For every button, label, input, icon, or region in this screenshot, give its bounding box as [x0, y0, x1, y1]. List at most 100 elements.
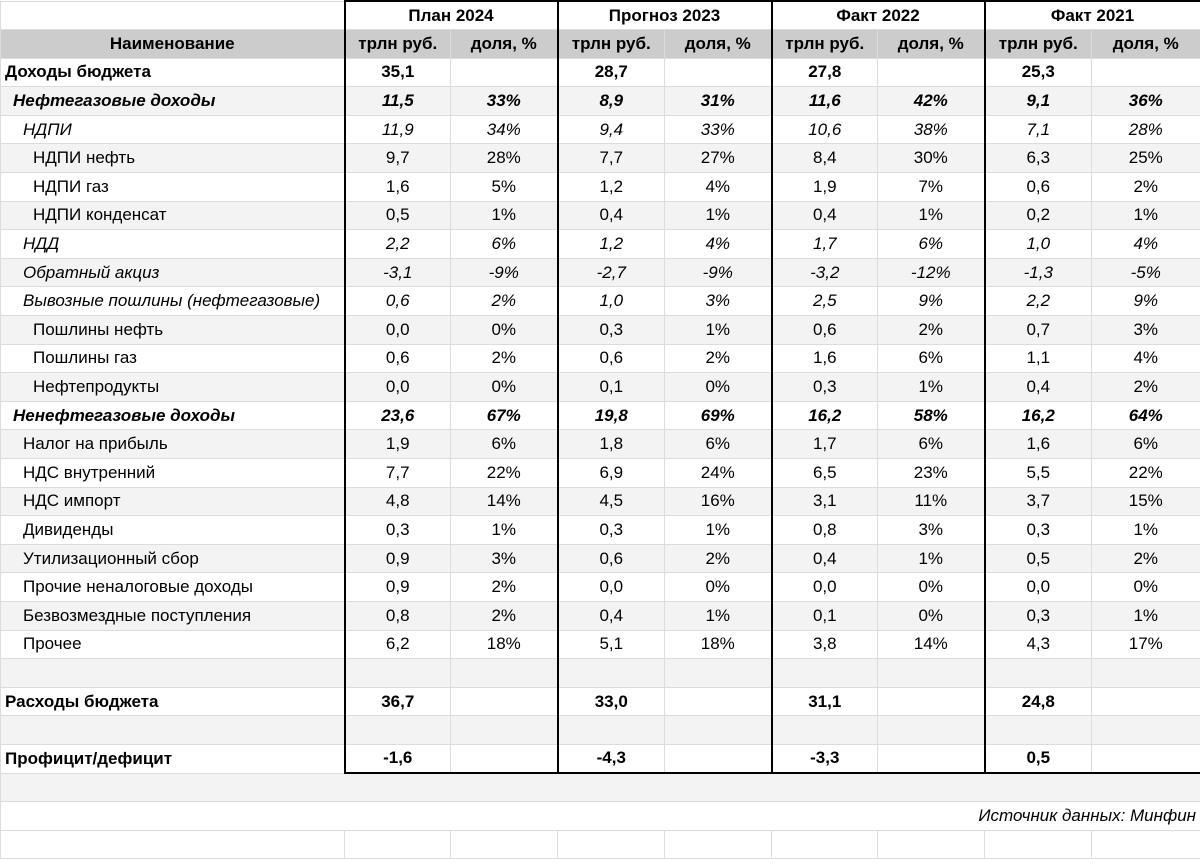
value-cell[interactable]: 4,5 — [556, 486, 666, 517]
value-cell[interactable]: 0,0 — [343, 372, 451, 402]
value-cell[interactable]: 9,4 — [556, 114, 666, 145]
share-cell[interactable]: 1% — [664, 515, 773, 545]
share-cell[interactable]: 64% — [1091, 400, 1200, 431]
value-cell[interactable]: 6,3 — [983, 143, 1093, 174]
value-cell[interactable]: 4,8 — [343, 486, 451, 517]
share-cell[interactable]: 0% — [1091, 572, 1200, 602]
value-cell[interactable]: 0,0 — [343, 315, 451, 345]
share-cell[interactable]: 2% — [449, 286, 559, 317]
period-header[interactable]: Факт 2021 — [983, 0, 1200, 31]
share-cell[interactable]: 1% — [877, 200, 986, 231]
value-cell[interactable]: 8,9 — [556, 86, 666, 116]
source-note[interactable]: Источник данных: Минфин — [0, 801, 1200, 831]
share-cell[interactable]: 2% — [1091, 372, 1200, 402]
value-cell[interactable]: 10,6 — [770, 114, 879, 145]
empty-cell[interactable] — [0, 0, 345, 31]
value-cell[interactable]: 1,2 — [556, 172, 666, 202]
share-cell[interactable]: 2% — [664, 343, 773, 374]
share-cell[interactable] — [1091, 686, 1200, 717]
value-cell[interactable]: -3,3 — [770, 743, 879, 775]
column-header-share[interactable]: доля, % — [1091, 29, 1200, 59]
share-cell[interactable]: 15% — [1091, 486, 1200, 517]
value-cell[interactable]: 0,5 — [343, 200, 451, 231]
share-cell[interactable] — [664, 57, 773, 88]
share-cell[interactable] — [877, 743, 986, 775]
value-cell[interactable] — [556, 658, 666, 688]
row-label[interactable]: Прочие неналоговые доходы — [0, 572, 345, 602]
value-cell[interactable]: 2,2 — [343, 229, 451, 259]
share-cell[interactable]: 14% — [449, 486, 559, 517]
value-cell[interactable]: 1,7 — [770, 229, 879, 259]
share-cell[interactable] — [664, 743, 773, 775]
share-cell[interactable]: 2% — [449, 600, 559, 631]
empty-cell[interactable] — [771, 829, 879, 860]
share-cell[interactable]: 4% — [664, 229, 773, 259]
share-cell[interactable]: 16% — [664, 486, 773, 517]
value-cell[interactable]: 1,6 — [770, 343, 879, 374]
value-cell[interactable]: 3,1 — [770, 486, 879, 517]
column-header-unit[interactable]: трлн руб. — [770, 29, 879, 59]
column-header-unit[interactable]: трлн руб. — [556, 29, 666, 59]
row-label[interactable]: НДПИ газ — [0, 172, 345, 202]
value-cell[interactable]: 1,6 — [343, 172, 451, 202]
value-cell[interactable]: -1,3 — [983, 257, 1093, 288]
share-cell[interactable]: 11% — [877, 486, 986, 517]
value-cell[interactable]: 1,8 — [556, 429, 666, 459]
share-cell[interactable]: 14% — [877, 629, 986, 660]
value-cell[interactable]: 0,5 — [983, 543, 1093, 574]
share-cell[interactable]: 23% — [877, 458, 986, 488]
share-cell[interactable]: 1% — [449, 515, 559, 545]
share-cell[interactable]: 18% — [664, 629, 773, 660]
value-cell[interactable]: 5,1 — [556, 629, 666, 660]
value-cell[interactable]: 16,2 — [770, 400, 879, 431]
share-cell[interactable]: 36% — [1091, 86, 1200, 116]
share-cell[interactable]: 22% — [449, 458, 559, 488]
share-cell[interactable]: 58% — [877, 400, 986, 431]
value-cell[interactable]: 2,2 — [983, 286, 1093, 317]
share-cell[interactable]: -12% — [877, 257, 986, 288]
share-cell[interactable]: 31% — [664, 86, 773, 116]
row-label[interactable] — [0, 715, 345, 745]
share-cell[interactable]: 0% — [664, 372, 773, 402]
share-cell[interactable]: 3% — [449, 543, 559, 574]
value-cell[interactable]: 0,9 — [343, 543, 451, 574]
share-cell[interactable]: 42% — [877, 86, 986, 116]
column-header-name[interactable]: Наименование — [0, 29, 345, 59]
period-header[interactable]: Факт 2022 — [770, 0, 986, 31]
value-cell[interactable]: 0,4 — [770, 543, 879, 574]
empty-cell[interactable] — [0, 829, 345, 860]
share-cell[interactable] — [449, 715, 559, 745]
share-cell[interactable] — [449, 743, 559, 775]
share-cell[interactable]: 69% — [664, 400, 773, 431]
value-cell[interactable]: 6,5 — [770, 458, 879, 488]
share-cell[interactable]: 38% — [877, 114, 986, 145]
value-cell[interactable]: -3,2 — [770, 257, 879, 288]
value-cell[interactable]: 11,6 — [770, 86, 879, 116]
share-cell[interactable] — [1091, 57, 1200, 88]
share-cell[interactable]: 2% — [449, 572, 559, 602]
value-cell[interactable]: 8,4 — [770, 143, 879, 174]
value-cell[interactable] — [343, 715, 451, 745]
share-cell[interactable] — [877, 686, 986, 717]
row-label[interactable]: Расходы бюджета — [0, 686, 345, 717]
row-label[interactable]: Пошлины нефть — [0, 315, 345, 345]
share-cell[interactable] — [877, 658, 986, 688]
row-label[interactable]: Безвозмездные поступления — [0, 600, 345, 631]
row-label[interactable]: НДД — [0, 229, 345, 259]
period-header[interactable]: План 2024 — [343, 0, 559, 31]
share-cell[interactable]: -9% — [664, 257, 773, 288]
share-cell[interactable]: 9% — [877, 286, 986, 317]
row-label[interactable]: Прочее — [0, 629, 345, 660]
value-cell[interactable]: 0,4 — [556, 200, 666, 231]
share-cell[interactable]: 9% — [1091, 286, 1200, 317]
empty-cell[interactable] — [984, 829, 1093, 860]
value-cell[interactable]: -1,6 — [343, 743, 451, 775]
share-cell[interactable]: 6% — [877, 429, 986, 459]
value-cell[interactable]: 28,7 — [556, 57, 666, 88]
share-cell[interactable] — [449, 686, 559, 717]
value-cell[interactable]: 31,1 — [770, 686, 879, 717]
share-cell[interactable]: 0% — [449, 372, 559, 402]
value-cell[interactable]: 9,1 — [983, 86, 1093, 116]
share-cell[interactable] — [664, 686, 773, 717]
share-cell[interactable]: 22% — [1091, 458, 1200, 488]
